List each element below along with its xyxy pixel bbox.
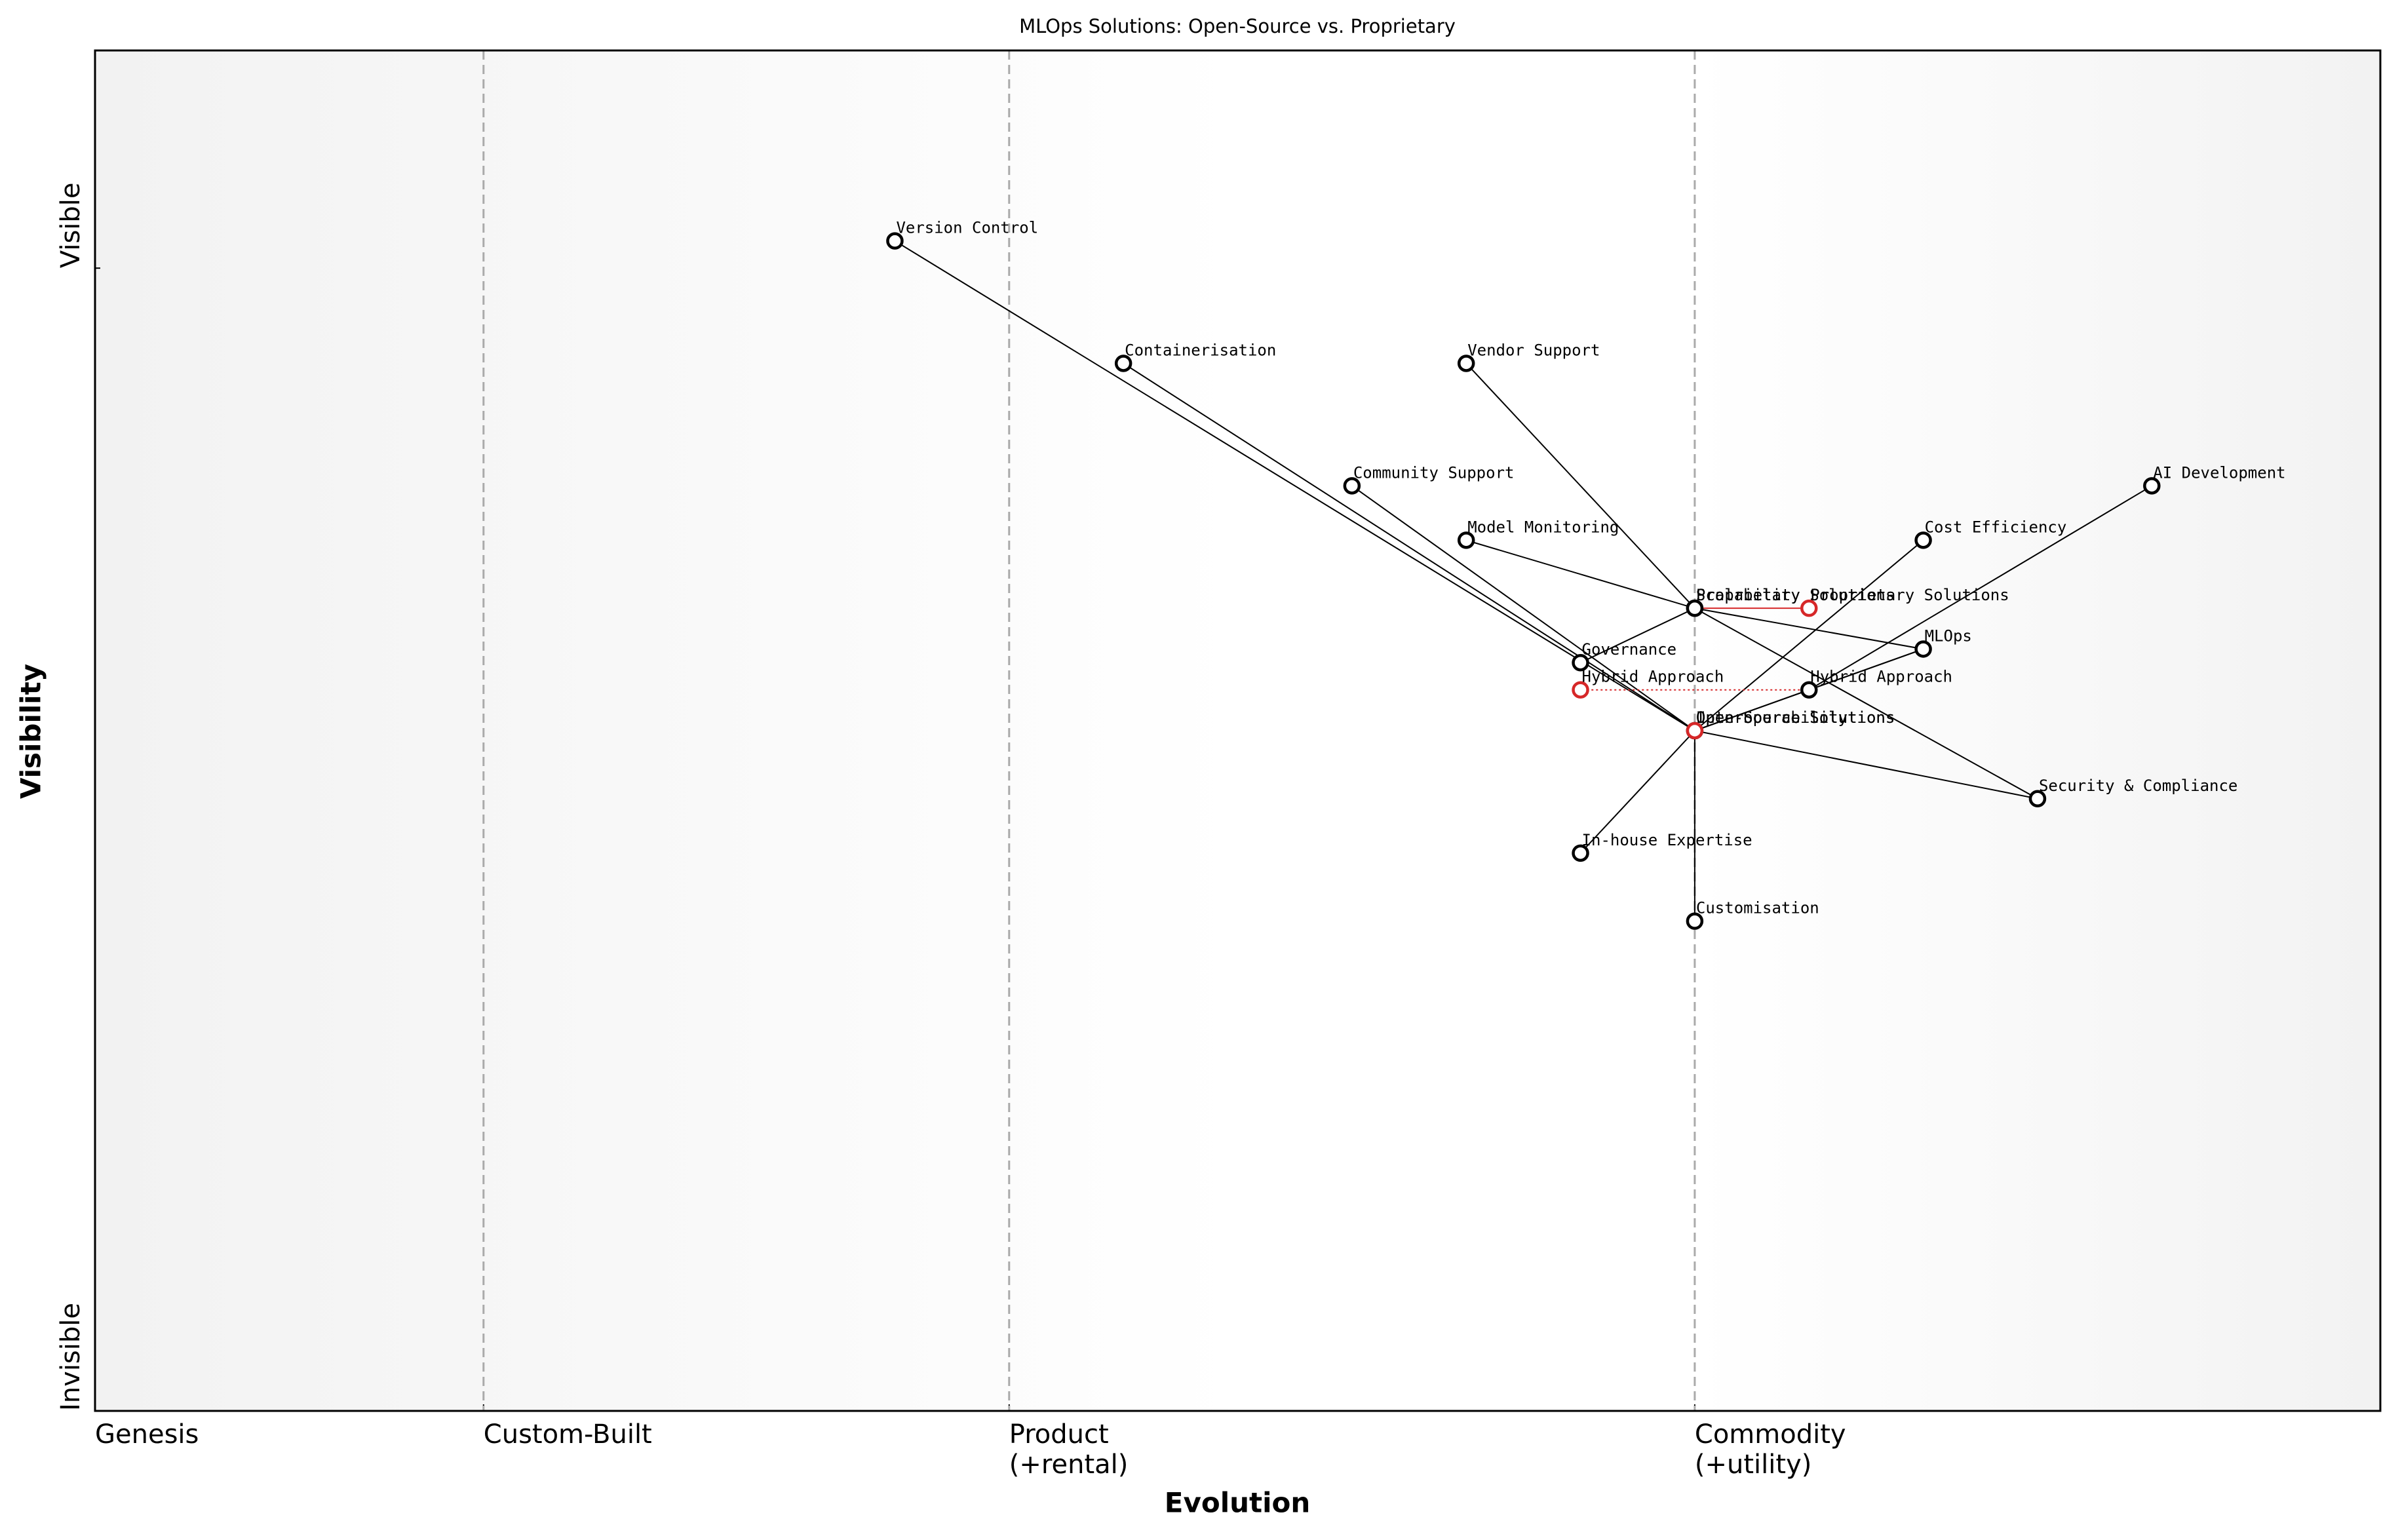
evolved-marker [1572, 681, 1589, 699]
links-layer [894, 240, 2152, 921]
y-axis-title: Visibility [15, 664, 47, 799]
component-marker [1914, 640, 1932, 658]
evolved-label: Open-Source Solutions [1696, 708, 1895, 727]
component-marker [2028, 790, 2047, 808]
evolved-marker [1686, 722, 1704, 740]
component-label: Community Support [1353, 463, 1515, 482]
component-label: Cost Efficiency [1925, 518, 2067, 536]
component-label: Vendor Support [1467, 341, 1600, 359]
component-label: Containerisation [1125, 341, 1276, 359]
x-tick-label: Product (+rental) [1009, 1419, 1129, 1480]
x-tick-label: Custom-Built [484, 1419, 652, 1450]
points-layer: Version Control Containerisation Vendor Su… [886, 219, 2286, 930]
component-marker [1457, 355, 1475, 372]
component-marker [1457, 531, 1475, 549]
y-tick-label: Invisible [56, 1303, 86, 1411]
component-label: Scalability [1696, 586, 1800, 604]
link [1694, 607, 2038, 799]
link [1694, 730, 2038, 799]
component-label: AI Development [2153, 463, 2285, 482]
component-label: Open-Source Solutions [1696, 708, 1895, 727]
link [1123, 362, 1695, 731]
component-label: Interoperability [1696, 708, 1848, 727]
component-label: Security & Compliance [2039, 777, 2237, 795]
component-marker [1343, 477, 1361, 495]
component-label: Governance [1582, 640, 1677, 659]
chart-title: MLOps Solutions: Open-Source vs. Proprie… [1019, 15, 1456, 37]
component-marker [1800, 681, 1818, 699]
link [1808, 648, 1924, 691]
link [1465, 362, 1695, 609]
link [1694, 539, 1924, 731]
link [1579, 730, 1695, 854]
x-axis-title: Evolution [1165, 1487, 1310, 1519]
link [1694, 607, 1924, 650]
evolved-marker [1800, 599, 1818, 617]
component-label: MLOps [1925, 626, 1972, 645]
evolved-label: Hybrid Approach [1582, 668, 1724, 686]
link [1694, 689, 1810, 731]
component-marker [1114, 355, 1132, 372]
component-marker [1572, 844, 1589, 862]
component-marker [1914, 531, 1932, 549]
component-marker [886, 232, 904, 250]
evolved-label: Proprietary Solutions [1810, 586, 2009, 604]
component-label: Version Control [896, 219, 1038, 237]
link [894, 240, 1695, 731]
component-label: In-house Expertise [1582, 831, 1752, 849]
component-marker [1686, 912, 1704, 930]
plot-background [95, 50, 2380, 1411]
y-tick-label: Visible [56, 182, 86, 268]
component-label: Hybrid Approach [1810, 668, 1952, 686]
link [1465, 539, 1695, 609]
component-marker [1686, 599, 1704, 617]
link [1580, 607, 1695, 664]
x-tick-label: Genesis [95, 1419, 199, 1450]
link [1808, 485, 2152, 691]
x-tick-label: Commodity (+utility) [1695, 1419, 1846, 1480]
component-label: Proprietary Solutions [1696, 586, 1895, 604]
plot-frame [94, 49, 2382, 1412]
component-label: Customisation [1696, 899, 1819, 917]
component-marker [2143, 477, 2161, 495]
component-label: Model Monitoring [1467, 518, 1619, 536]
component-marker [1572, 653, 1589, 672]
